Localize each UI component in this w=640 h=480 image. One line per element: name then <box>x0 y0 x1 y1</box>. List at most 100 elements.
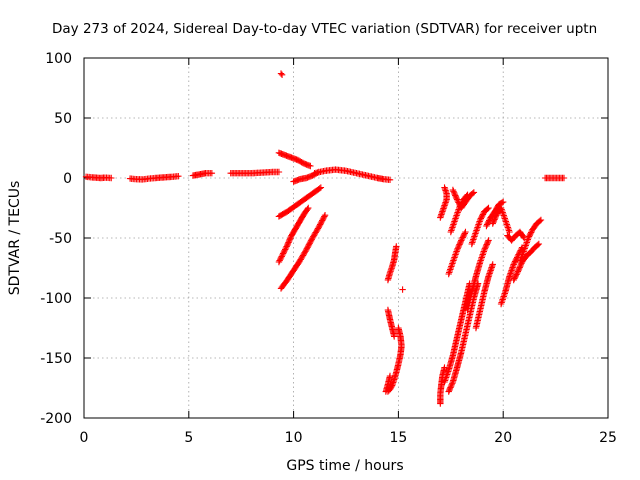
data-point <box>384 276 392 284</box>
data-point <box>483 222 490 230</box>
data-point <box>313 226 321 234</box>
data-point <box>491 216 498 223</box>
y-tick-label: 100 <box>45 51 72 67</box>
data-point <box>453 246 461 254</box>
data-point <box>275 168 283 176</box>
data-point <box>482 242 490 250</box>
series-seg-26 <box>468 204 492 248</box>
data-point <box>285 239 292 246</box>
data-point <box>300 250 308 258</box>
data-point <box>512 272 519 279</box>
data-point <box>386 372 394 380</box>
data-point <box>516 264 523 271</box>
data-point <box>276 257 283 264</box>
series-seg-11 <box>311 166 394 183</box>
data-point <box>313 228 320 235</box>
data-point <box>483 241 490 248</box>
y-tick-label: -200 <box>40 411 72 427</box>
data-point <box>301 249 308 256</box>
series-seg-28 <box>489 204 513 236</box>
data-point <box>307 162 314 170</box>
data-point <box>476 216 484 224</box>
data-point <box>451 190 458 198</box>
grid <box>84 58 608 418</box>
data-point <box>463 192 470 200</box>
data-point <box>298 254 305 262</box>
data-point <box>386 176 394 183</box>
data-point <box>479 212 486 219</box>
data-point <box>490 219 497 226</box>
series-seg-24 <box>464 237 492 314</box>
data-point <box>108 174 115 182</box>
data-point <box>485 237 492 244</box>
data-point <box>283 243 290 250</box>
data-point <box>513 269 521 277</box>
data-point <box>537 216 545 224</box>
data-point <box>520 233 527 240</box>
data-point <box>299 253 306 260</box>
data-point <box>492 213 499 220</box>
data-point <box>304 206 311 213</box>
series-seg-05 <box>277 70 286 78</box>
data-point <box>458 237 465 244</box>
y-axis-label: SDTVAR / TECUs <box>7 181 23 296</box>
data-point <box>482 244 489 251</box>
data-point <box>446 387 453 394</box>
data-point <box>309 234 316 242</box>
data-point <box>513 271 520 278</box>
data-point <box>457 238 464 245</box>
data-point <box>175 173 182 180</box>
data-point <box>460 231 468 238</box>
data-point <box>446 385 454 393</box>
data-point <box>489 220 496 227</box>
data-point <box>470 189 478 196</box>
data-point <box>478 214 485 221</box>
data-point <box>279 251 286 259</box>
data-point <box>437 214 444 221</box>
data-point <box>399 286 406 293</box>
series-seg-01 <box>82 173 115 182</box>
data-point <box>278 253 285 260</box>
data-point <box>479 211 487 218</box>
data-point <box>458 199 466 206</box>
data-point <box>285 237 293 245</box>
data-point <box>510 276 517 284</box>
data-point <box>460 233 467 240</box>
data-point <box>445 388 452 395</box>
data-point <box>321 212 329 219</box>
data-point <box>484 205 491 213</box>
data-point <box>449 186 457 194</box>
y-tick-label: -100 <box>40 291 72 307</box>
data-point <box>456 239 464 247</box>
data-point <box>455 242 463 250</box>
data-point <box>481 246 488 254</box>
data-point <box>527 230 534 237</box>
data-point <box>462 228 469 236</box>
series-seg-19 <box>441 280 473 386</box>
data-point <box>477 215 485 222</box>
series-seg-06 <box>275 149 314 170</box>
data-point <box>278 71 286 78</box>
data-point <box>447 384 454 391</box>
series-seg-15 <box>384 324 405 395</box>
series-seg-16 <box>382 372 394 395</box>
series-seg-12 <box>384 243 400 284</box>
data-point <box>560 174 568 182</box>
data-point <box>456 203 464 210</box>
data-point <box>525 234 532 242</box>
data-points <box>82 70 568 407</box>
data-point <box>456 241 463 248</box>
data-point <box>515 267 522 274</box>
data-point <box>452 193 460 201</box>
data-point <box>391 333 398 340</box>
data-point <box>484 239 491 247</box>
series-seg-08 <box>275 184 325 220</box>
data-point <box>277 70 285 77</box>
series-seg-14 <box>384 306 398 340</box>
data-point <box>279 250 287 257</box>
data-point <box>461 230 468 237</box>
data-point <box>316 185 323 192</box>
x-tick-label: 10 <box>285 430 303 446</box>
y-tick-label: 50 <box>54 111 72 127</box>
data-point <box>464 191 471 198</box>
